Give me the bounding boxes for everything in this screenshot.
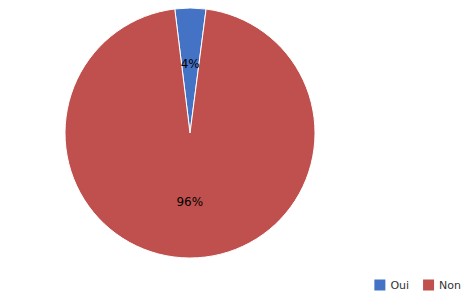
- legend-label: Oui: [390, 279, 409, 292]
- legend-swatch: [423, 280, 434, 291]
- legend-item: Non: [423, 279, 461, 292]
- chart: 4% 96% Oui Non: [0, 0, 473, 300]
- pie-slice: [65, 9, 315, 258]
- data-label: 4%: [181, 57, 200, 71]
- legend-swatch: [374, 280, 385, 291]
- legend: Oui Non: [374, 279, 461, 292]
- legend-label: Non: [439, 279, 461, 292]
- data-label: 96%: [176, 195, 203, 209]
- legend-item: Oui: [374, 279, 409, 292]
- pie: 4% 96%: [65, 8, 315, 258]
